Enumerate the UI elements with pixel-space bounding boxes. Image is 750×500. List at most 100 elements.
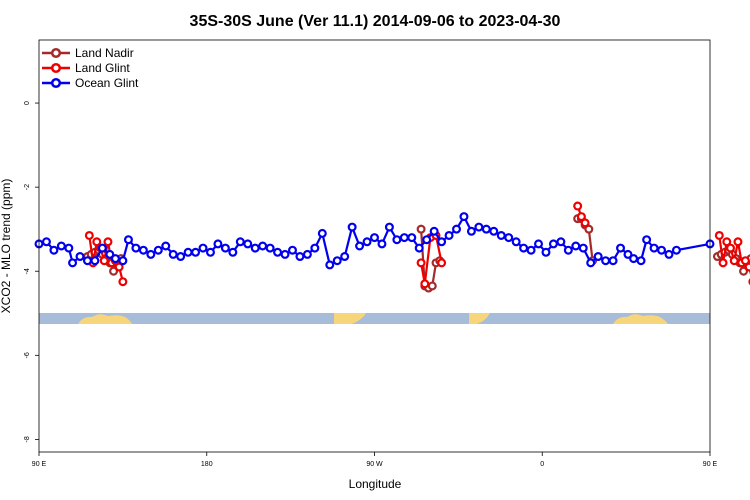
data-point-ocean-glint [414, 243, 424, 253]
data-point-ocean-glint [466, 226, 476, 236]
data-point-ocean-glint [623, 249, 633, 259]
data-point-ocean-glint [452, 224, 462, 234]
y-tick-label: -6 [24, 352, 31, 358]
data-point-ocean-glint [636, 256, 646, 266]
x-tick-label: 90 E [32, 461, 47, 468]
landmass-australia-repeat [613, 314, 668, 324]
data-point-ocean-glint [191, 247, 201, 257]
data-point-ocean-glint [504, 233, 514, 243]
data-point-land-glint [103, 237, 113, 247]
landmass-australia [78, 314, 132, 324]
data-point-ocean-glint [198, 243, 208, 253]
data-point-land-nadir [416, 224, 426, 234]
data-point-ocean-glint [265, 243, 275, 253]
data-point-ocean-glint [220, 243, 230, 253]
data-point-land-glint [437, 258, 447, 268]
y-tick-label: -4 [24, 268, 31, 274]
data-point-ocean-glint [138, 245, 148, 255]
data-point-ocean-glint [205, 247, 215, 257]
legend-label: Land Glint [75, 61, 130, 75]
data-point-ocean-glint [213, 239, 223, 249]
data-point-ocean-glint [422, 235, 432, 245]
data-point-ocean-glint [183, 247, 193, 257]
data-point-ocean-glint [496, 230, 506, 240]
data-point-ocean-glint [302, 249, 312, 259]
data-point-land-glint [744, 262, 750, 272]
data-point-land-glint [92, 237, 102, 247]
data-point-land-nadir [109, 266, 119, 276]
landmass-africa [469, 313, 490, 324]
data-point-ocean-glint [153, 245, 163, 255]
data-point-ocean-glint [90, 256, 100, 266]
data-point-ocean-glint [384, 222, 394, 232]
data-point-ocean-glint [280, 249, 290, 259]
landmass-south-america [334, 313, 366, 324]
data-point-ocean-glint [629, 254, 639, 264]
data-point-ocean-glint [548, 239, 558, 249]
data-point-ocean-glint [362, 237, 372, 247]
data-point-ocean-glint [146, 249, 156, 259]
data-point-land-glint [573, 201, 583, 211]
y-tick-label: 0 [24, 101, 31, 105]
data-point-ocean-glint [123, 235, 133, 245]
series-ocean-glint [34, 212, 715, 270]
x-tick-label: 180 [201, 461, 213, 468]
x-tick-label: 90 E [703, 461, 718, 468]
legend-item-ocean-glint: Ocean Glint [42, 76, 139, 90]
data-point-land-glint [714, 230, 724, 240]
data-point-ocean-glint [489, 226, 499, 236]
data-point-land-glint [718, 258, 728, 268]
data-point-land-nadir [739, 266, 749, 276]
data-point-land-glint [580, 218, 590, 228]
data-point-ocean-glint [68, 258, 78, 268]
data-point-ocean-glint [110, 254, 120, 264]
data-point-ocean-glint [571, 241, 581, 251]
data-point-ocean-glint [664, 249, 674, 259]
map-strip [39, 313, 710, 324]
x-axis-label: Longitude [349, 477, 402, 491]
data-point-ocean-glint [608, 256, 618, 266]
data-point-land-glint [726, 243, 736, 253]
x-tick-label: 90 W [366, 461, 383, 468]
data-point-ocean-glint [41, 237, 51, 247]
legend-swatch-marker [50, 62, 62, 74]
data-point-ocean-glint [481, 224, 491, 234]
data-point-land-glint [118, 277, 128, 287]
data-point-ocean-glint [377, 239, 387, 249]
data-point-ocean-glint [49, 245, 59, 255]
data-point-ocean-glint [295, 252, 305, 262]
data-point-ocean-glint [399, 233, 409, 243]
data-point-ocean-glint [642, 235, 652, 245]
data-point-ocean-glint [228, 247, 238, 257]
data-point-ocean-glint [407, 233, 417, 243]
data-point-land-glint [576, 212, 586, 222]
data-point-land-nadir [584, 224, 594, 234]
data-point-ocean-glint [556, 237, 566, 247]
data-point-ocean-glint [459, 212, 469, 222]
y-tick-label: -8 [24, 436, 31, 442]
legend-label: Ocean Glint [75, 76, 139, 90]
data-point-ocean-glint [474, 222, 484, 232]
data-point-land-glint [740, 256, 750, 266]
data-point-ocean-glint [355, 241, 365, 251]
data-point-ocean-glint [273, 247, 283, 257]
data-point-ocean-glint [429, 226, 439, 236]
data-point-land-glint [416, 258, 426, 268]
data-point-ocean-glint [105, 249, 115, 259]
data-point-ocean-glint [176, 252, 186, 262]
data-point-ocean-glint [444, 230, 454, 240]
data-point-ocean-glint [131, 243, 141, 253]
data-point-ocean-glint [601, 256, 611, 266]
data-point-land-glint [733, 237, 743, 247]
data-point-ocean-glint [168, 249, 178, 259]
data-point-ocean-glint [243, 239, 253, 249]
legend-swatch-marker [50, 47, 62, 59]
series-layer [34, 201, 750, 293]
data-point-ocean-glint [250, 243, 260, 253]
data-point-land-glint [114, 262, 124, 272]
data-point-ocean-glint [541, 247, 551, 257]
y-axis: 0 -2 -4 -6 -8 [24, 101, 39, 443]
data-point-ocean-glint [370, 233, 380, 243]
data-point-ocean-glint [519, 243, 529, 253]
